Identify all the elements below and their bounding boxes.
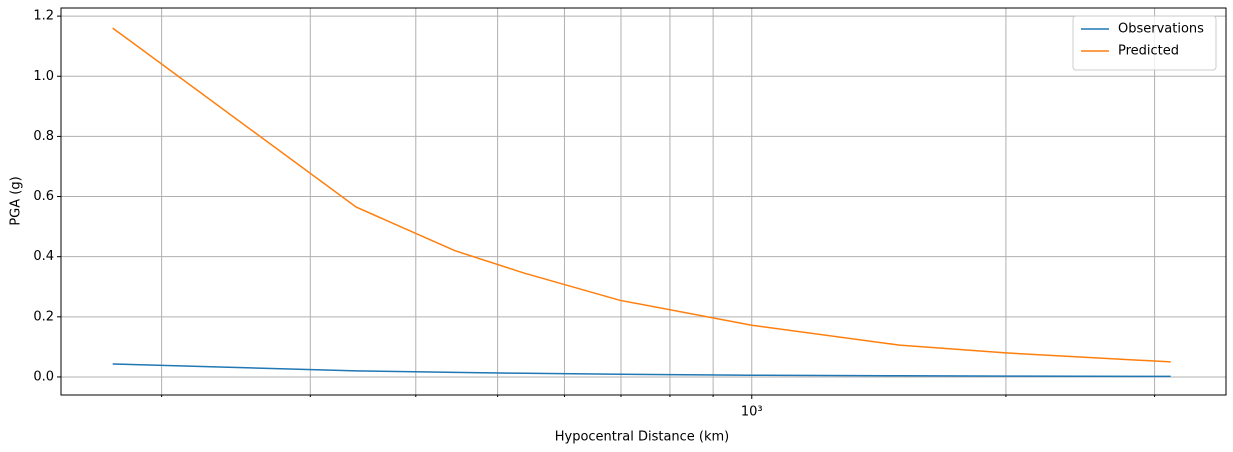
grid [61,8,1226,395]
series-line [112,27,1171,363]
x-tick-label: 10³ [741,405,763,420]
y-tick-label: 0.4 [33,249,54,264]
y-tick-label: 0.8 [33,129,54,144]
y-tick-label: 0.0 [33,369,54,384]
legend-label: Predicted [1118,44,1179,59]
y-axis-label: PGA (g) [9,176,24,225]
y-tick-label: 1.2 [33,9,54,24]
legend-label: Observations [1118,22,1204,37]
x-axis-label: Hypocentral Distance (km) [555,430,730,445]
y-tick-label: 1.0 [33,69,54,84]
y-tick-label: 0.2 [33,309,54,324]
series-line [112,363,1171,378]
y-tick-label: 0.6 [33,189,54,204]
plot-frame [60,7,1227,396]
